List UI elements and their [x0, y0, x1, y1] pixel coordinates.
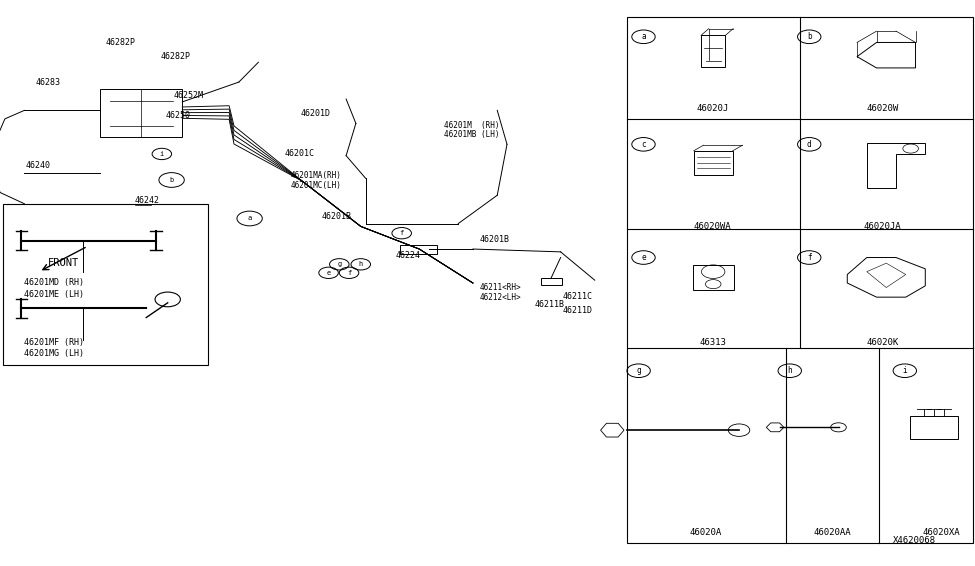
Text: a: a [642, 32, 645, 41]
Text: 46252M: 46252M [174, 91, 204, 100]
Text: c: c [642, 140, 645, 149]
Text: 46201ME (LH): 46201ME (LH) [24, 290, 85, 299]
Text: 46282P: 46282P [161, 52, 191, 61]
Text: 46201MF (RH): 46201MF (RH) [24, 338, 85, 347]
Text: 46242: 46242 [135, 196, 160, 205]
Text: 46212<LH>: 46212<LH> [480, 293, 522, 302]
Text: 46020XA: 46020XA [922, 528, 959, 537]
Text: 46250: 46250 [166, 111, 191, 120]
Text: 46201C: 46201C [285, 149, 315, 158]
Text: f: f [400, 230, 404, 236]
Text: e: e [327, 270, 331, 276]
Text: f: f [807, 253, 811, 262]
Text: 46201MG (LH): 46201MG (LH) [24, 349, 85, 358]
Text: i: i [160, 151, 164, 157]
Text: 46240: 46240 [25, 161, 51, 170]
Text: 46211<RH>: 46211<RH> [480, 283, 522, 292]
Text: g: g [637, 366, 641, 375]
Text: 46211C: 46211C [563, 292, 593, 301]
Text: 46201B: 46201B [480, 235, 510, 244]
Text: a: a [248, 216, 252, 221]
Text: b: b [170, 177, 174, 183]
Text: 46020WA: 46020WA [694, 222, 731, 231]
Text: 46282P: 46282P [105, 38, 136, 47]
Text: 46020W: 46020W [866, 104, 899, 113]
Text: 46313: 46313 [699, 338, 726, 347]
Text: 46201D: 46201D [300, 109, 331, 118]
Text: 46224: 46224 [396, 251, 421, 260]
Text: 46201M  (RH): 46201M (RH) [444, 121, 499, 130]
Text: e: e [642, 253, 645, 262]
Text: g: g [337, 261, 341, 267]
Text: 46020A: 46020A [689, 528, 722, 537]
Text: 46211D: 46211D [563, 306, 593, 315]
Text: i: i [903, 366, 907, 375]
Text: 46020JA: 46020JA [864, 222, 901, 231]
Text: 46020J: 46020J [696, 104, 729, 113]
Text: 46211B: 46211B [534, 300, 565, 309]
Text: FRONT: FRONT [48, 258, 79, 268]
Text: 46201B: 46201B [322, 212, 352, 221]
Text: 46201MC(LH): 46201MC(LH) [291, 181, 341, 190]
Text: 46020AA: 46020AA [814, 528, 851, 537]
Text: 46201MA(RH): 46201MA(RH) [291, 171, 341, 180]
Text: h: h [788, 366, 792, 375]
Text: b: b [807, 32, 811, 41]
Text: 46201MB (LH): 46201MB (LH) [444, 130, 499, 139]
Text: X4620068: X4620068 [893, 536, 936, 545]
Text: d: d [807, 140, 811, 149]
Text: 46020K: 46020K [866, 338, 899, 347]
Text: h: h [359, 261, 363, 267]
Text: 46201MD (RH): 46201MD (RH) [24, 278, 85, 288]
Text: f: f [347, 270, 351, 276]
Text: 46283: 46283 [35, 78, 60, 87]
